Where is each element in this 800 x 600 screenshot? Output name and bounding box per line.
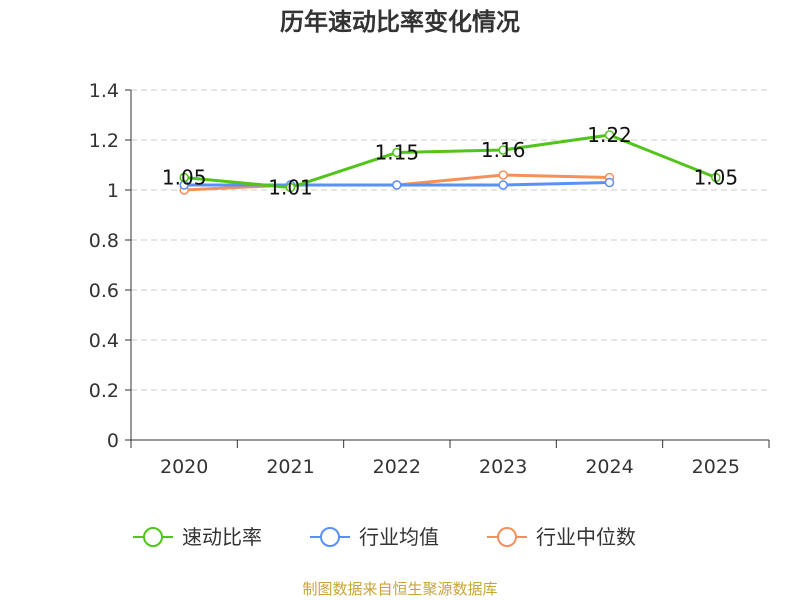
data-label: 1.15 — [375, 141, 420, 165]
x-tick-label: 2020 — [160, 456, 208, 478]
data-point — [498, 180, 508, 190]
data-point — [285, 182, 296, 193]
grid-layer — [131, 89, 769, 391]
x-tick-label: 2023 — [479, 456, 527, 478]
x-tick-label: 2021 — [266, 456, 314, 478]
legend-item: 行业均值 — [310, 525, 439, 549]
legend-label: 速动比率 — [182, 525, 262, 549]
data-label: 1.01 — [268, 176, 313, 200]
y-tick-label: 1.4 — [89, 80, 119, 102]
legend-marker — [320, 527, 340, 547]
data-point — [604, 177, 615, 188]
y-tick-label: 0.2 — [89, 380, 119, 402]
y-tick-label: 0 — [107, 430, 119, 452]
data-label: 1.22 — [587, 123, 632, 147]
y-tick-label: 0.8 — [89, 230, 119, 252]
data-point — [604, 130, 615, 140]
y-tick-label: 1 — [107, 180, 119, 202]
data-label: 1.05 — [162, 166, 207, 190]
axis-layer: 0 0.2 0.4 0.6 0.8 1 1.2 1.4 2020 2021 2022 2023 2024… — [89, 80, 770, 478]
data-point — [711, 172, 721, 183]
legend-label: 行业中位数 — [536, 525, 636, 549]
series-layer — [179, 130, 721, 195]
data-label: 1.16 — [481, 138, 526, 162]
data-point — [392, 147, 402, 158]
legend-item: 速动比率 — [133, 525, 262, 549]
y-tick-label: 0.6 — [89, 280, 119, 302]
data-point — [392, 180, 402, 190]
data-label: 1.05 — [694, 166, 739, 190]
series-line — [184, 133, 717, 189]
chart-title: 历年速动比率变化情况 — [280, 8, 520, 36]
legend: 速动比率 行业均值 行业中位数 — [133, 525, 636, 549]
data-point — [179, 172, 189, 183]
legend-label: 行业均值 — [359, 525, 439, 549]
data-point — [498, 145, 508, 155]
y-tick-label: 1.2 — [89, 130, 119, 152]
x-tick-label: 2024 — [585, 456, 633, 478]
legend-marker — [143, 527, 163, 547]
legend-item: 行业中位数 — [487, 525, 636, 549]
source-note: 制图数据来自恒生聚源数据库 — [302, 580, 498, 598]
x-tick-label: 2022 — [373, 456, 421, 478]
legend-marker — [497, 527, 517, 547]
y-tick-label: 0.4 — [89, 330, 119, 352]
data-point — [498, 170, 508, 180]
data-label-layer: 1.05 1.01 1.15 1.16 1.22 1.05 — [162, 123, 738, 200]
x-tick-label: 2025 — [692, 456, 740, 478]
